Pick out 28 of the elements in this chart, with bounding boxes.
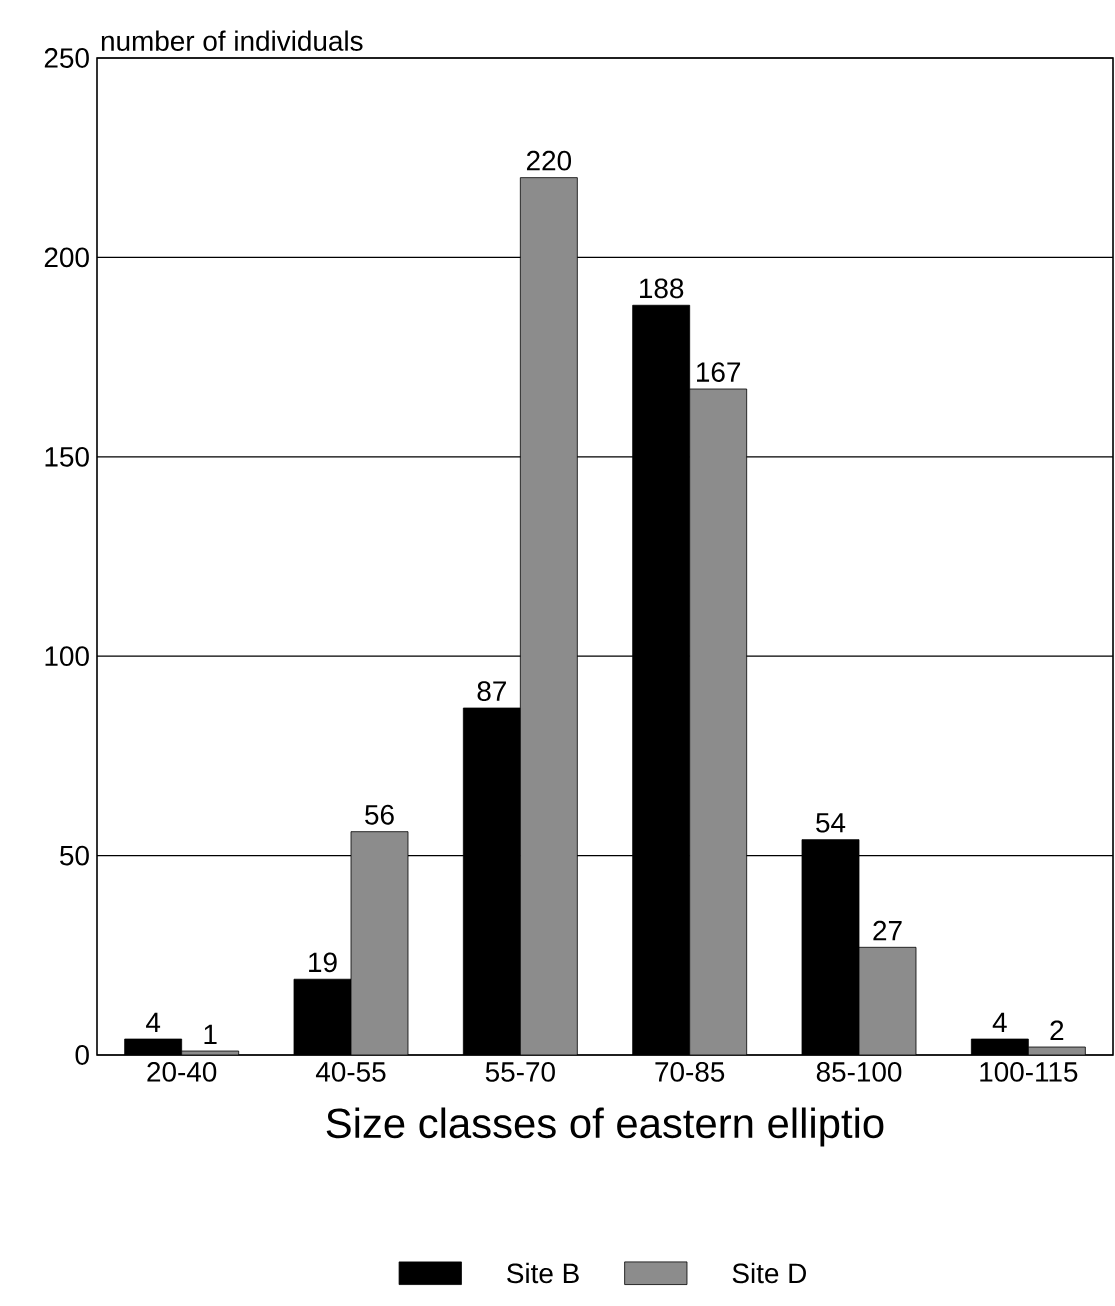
data-label: 87 (477, 681, 506, 702)
y-tick-label: 200 (44, 247, 89, 268)
data-label: 56 (365, 804, 394, 825)
data-label: 220 (526, 150, 572, 171)
legend-label: Site B (507, 1262, 579, 1284)
data-label: 19 (309, 952, 337, 973)
y-tick-label: 50 (60, 845, 89, 866)
data-label: 1 (204, 1024, 217, 1044)
x-tick-label: 20-40 (147, 1062, 217, 1082)
data-label: 167 (697, 362, 741, 382)
x-tick-label: 55-70 (485, 1062, 555, 1082)
data-label: 27 (873, 920, 902, 941)
data-label: 4 (146, 1012, 161, 1033)
x-tick-label: 100-115 (980, 1062, 1078, 1082)
data-label: 188 (640, 278, 684, 299)
data-label: 2 (1050, 1020, 1064, 1040)
x-axis-title: Size classes of eastern elliptio (326, 1107, 884, 1147)
data-label: 54 (816, 813, 846, 833)
y-tick-label: 150 (45, 446, 89, 467)
y-tick-label: 100 (45, 646, 89, 667)
y-tick-label: 0 (75, 1045, 89, 1065)
x-tick-label: 70-85 (655, 1062, 725, 1082)
data-label: 4 (992, 1012, 1007, 1033)
x-tick-label: 85-100 (816, 1062, 902, 1082)
y-tick-label: 250 (44, 48, 89, 68)
legend-label: Site D (732, 1262, 806, 1284)
x-tick-label: 40-55 (315, 1062, 386, 1082)
y-axis-title: number of individuals (101, 30, 363, 51)
